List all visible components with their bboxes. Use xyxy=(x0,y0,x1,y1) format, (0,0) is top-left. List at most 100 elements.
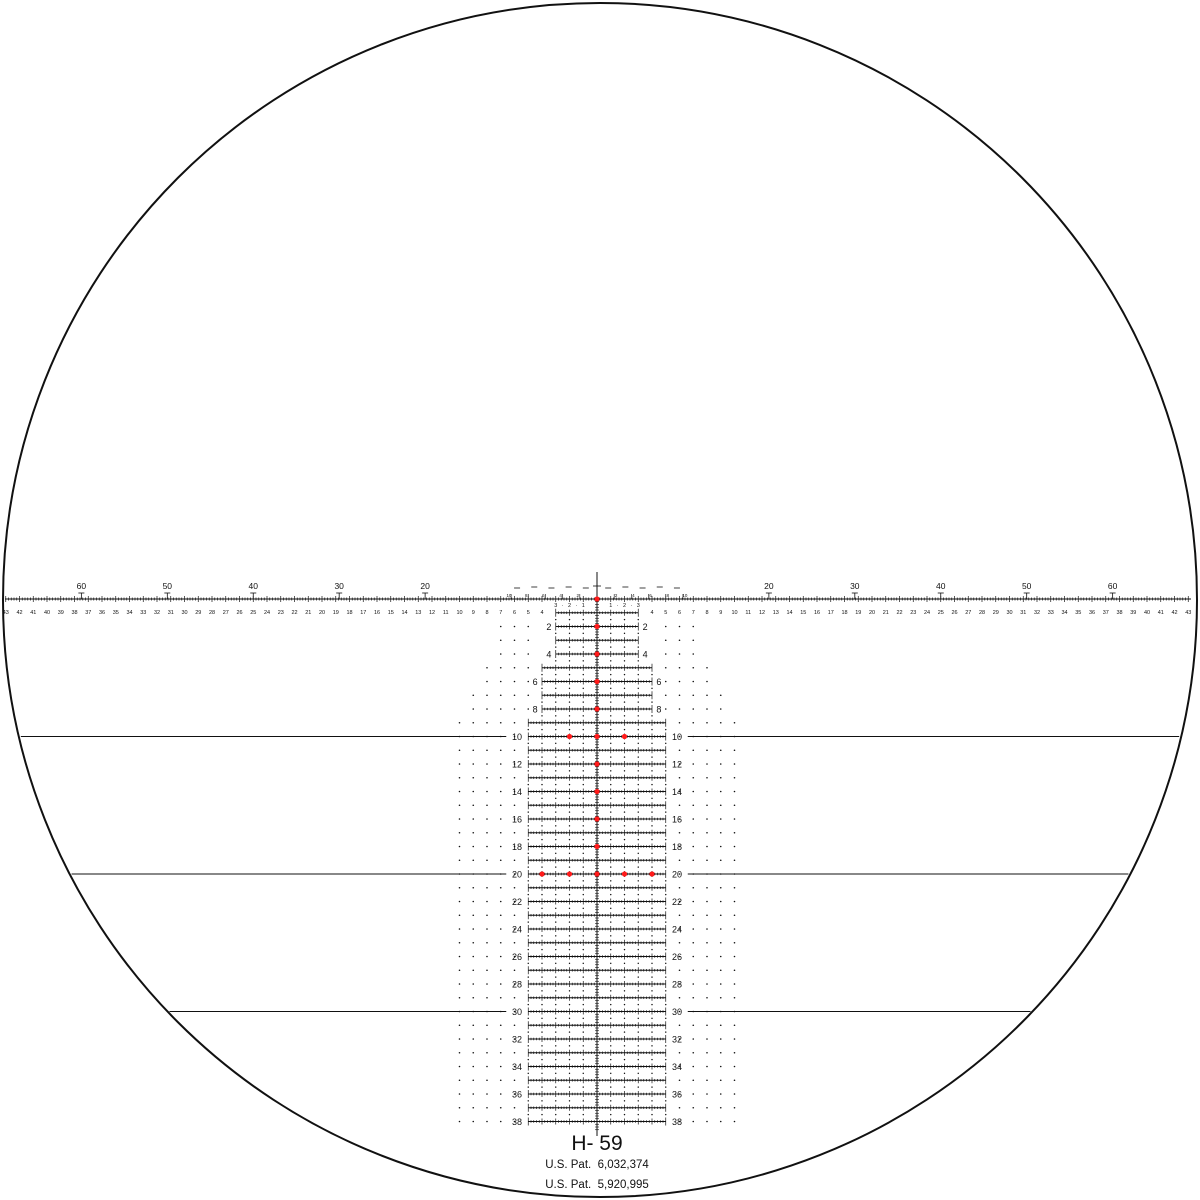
half-row-dot xyxy=(623,756,626,758)
scale-label: 34 xyxy=(126,610,132,616)
range-label-small: 6 xyxy=(542,593,545,598)
windage-dot xyxy=(458,1106,461,1109)
windage-dot xyxy=(733,955,736,958)
half-row-dot xyxy=(610,770,612,772)
half-row-dot xyxy=(665,1003,667,1006)
windage-dot xyxy=(706,804,708,807)
half-row-dot xyxy=(582,907,584,910)
windage-dot xyxy=(664,639,667,642)
row-label-left: 14 xyxy=(512,787,522,797)
windage-dot xyxy=(499,969,502,972)
half-row-dot xyxy=(568,880,571,882)
windage-dot xyxy=(458,1093,461,1095)
windage-dot xyxy=(499,1065,502,1068)
windage-dot xyxy=(499,1093,502,1095)
scale-label: 4 xyxy=(540,610,543,616)
windage-dot xyxy=(458,1065,461,1068)
half-row-dot xyxy=(555,990,557,992)
windage-dot xyxy=(678,1038,681,1040)
row-label-right: 22 xyxy=(672,897,682,907)
half-row-dot xyxy=(582,962,584,965)
red-aim-dot xyxy=(594,623,600,630)
half-row-dot xyxy=(610,715,612,717)
half-row-dot xyxy=(623,948,626,951)
half-row-dot xyxy=(555,1045,557,1047)
windage-dot xyxy=(719,749,722,752)
half-row-dot xyxy=(541,783,543,786)
half-row-dot xyxy=(665,935,667,937)
windage-dot xyxy=(472,941,475,944)
row-label-right: 28 xyxy=(672,980,682,990)
half-row-dot xyxy=(582,1003,584,1006)
half-row-dot xyxy=(527,825,529,827)
scale-label: 21 xyxy=(305,610,311,616)
windage-dot xyxy=(486,1079,488,1082)
half-row-dot xyxy=(555,962,557,965)
windage-dot xyxy=(692,749,695,752)
windage-dot xyxy=(499,831,502,834)
windage-dot xyxy=(719,1093,722,1095)
windage-dot xyxy=(719,1079,722,1082)
scale-label: 22 xyxy=(896,610,902,616)
half-row-dot xyxy=(527,811,529,813)
half-row-dot xyxy=(637,1017,639,1020)
red-aim-dot xyxy=(594,678,600,685)
half-row-dot xyxy=(541,701,543,703)
scale-label: 14 xyxy=(401,610,407,616)
windage-dot xyxy=(486,763,488,765)
windage-dot xyxy=(706,666,708,669)
windage-dot xyxy=(678,625,681,628)
half-row-dot xyxy=(555,1017,557,1020)
scale-label: 29 xyxy=(195,610,201,616)
windage-dot xyxy=(692,914,695,917)
half-row-dot xyxy=(651,907,653,910)
windage-dot xyxy=(527,666,530,669)
windage-dot xyxy=(513,749,516,752)
half-row-dot xyxy=(582,825,584,827)
half-row-dot xyxy=(651,1072,653,1075)
range-label: 60 xyxy=(1108,581,1118,591)
windage-dot xyxy=(678,1024,681,1027)
scale-label: 18 xyxy=(346,610,352,616)
row-label-left: 22 xyxy=(512,897,522,907)
half-row-dot xyxy=(541,1017,543,1020)
row-label-left: 30 xyxy=(512,1007,522,1017)
windage-dot xyxy=(486,1093,488,1095)
half-row-dot xyxy=(665,990,667,992)
row-label-right: 10 xyxy=(672,732,682,742)
windage-dot xyxy=(733,763,736,765)
half-row-dot xyxy=(623,618,626,621)
half-row-dot xyxy=(651,948,653,951)
half-row-dot xyxy=(665,1017,667,1020)
half-row-dot xyxy=(623,1003,626,1006)
windage-dot xyxy=(486,1106,488,1109)
half-row-dot xyxy=(610,1045,612,1047)
half-row-dot xyxy=(637,1100,639,1102)
windage-dot xyxy=(472,831,475,834)
half-row-dot xyxy=(568,1086,571,1088)
half-row-dot xyxy=(637,990,639,992)
half-row-dot xyxy=(582,646,584,648)
windage-dot xyxy=(513,1024,516,1027)
half-row-dot xyxy=(527,990,529,992)
windage-dot xyxy=(664,625,667,628)
half-row-dot xyxy=(610,1017,612,1020)
windage-dot xyxy=(472,818,475,820)
half-row-dot xyxy=(568,838,571,841)
windage-dot xyxy=(733,790,736,793)
windage-dot xyxy=(472,955,475,958)
half-row-dot xyxy=(527,935,529,937)
half-row-dot xyxy=(651,1017,653,1020)
row-label-left: 12 xyxy=(512,760,522,770)
row-label-right: 38 xyxy=(672,1117,682,1127)
half-row-dot xyxy=(623,673,626,676)
half-row-dot xyxy=(568,948,571,951)
windage-dot xyxy=(678,873,681,875)
scale-label: 15 xyxy=(388,610,394,616)
half-row-dot xyxy=(568,783,571,786)
scale-label: 20 xyxy=(319,610,325,616)
row-label-right: 12 xyxy=(672,760,682,770)
half-row-dot xyxy=(527,742,529,745)
windage-dot xyxy=(499,941,502,944)
half-row-dot xyxy=(623,660,626,662)
